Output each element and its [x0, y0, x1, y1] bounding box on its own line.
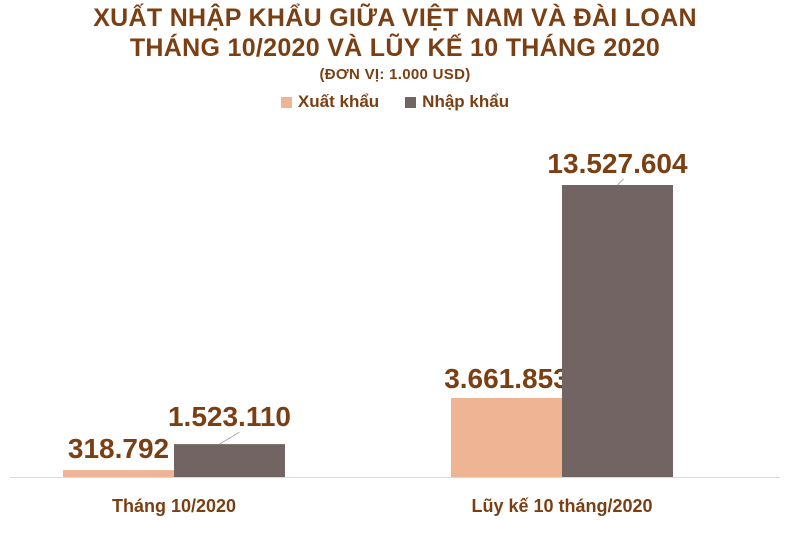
legend-label-export: Xuất khẩu: [297, 92, 380, 111]
data-label-export-0: 318.792: [68, 433, 169, 464]
data-label-import-1: 13.527.604: [547, 148, 688, 179]
category-label-1: Lũy kế 10 tháng/2020: [471, 496, 652, 516]
bar-export-0: [63, 470, 174, 477]
leader-line-import-0: [219, 431, 240, 445]
leader-line-import-1: [617, 178, 624, 186]
legend-item-export: Xuất khẩu: [280, 92, 380, 112]
bar-export-1: [451, 397, 562, 477]
category-label-0: Tháng 10/2020: [112, 496, 236, 516]
chart-title-line2: THÁNG 10/2020 VÀ LŨY KẾ 10 THÁNG 2020: [129, 34, 661, 62]
data-label-import-0: 1.523.110: [168, 401, 291, 432]
chart-subtitle: (ĐƠN VỊ: 1.000 USD): [319, 66, 471, 83]
legend-label-import: Nhập khẩu: [422, 92, 510, 111]
legend-swatch-import: [405, 96, 417, 108]
data-label-export-1: 3.661.853: [444, 363, 569, 394]
legend-item-import: Nhập khẩu: [405, 92, 509, 112]
bar-import-1: [562, 185, 673, 477]
chart-legend: Xuất khẩu Nhập khẩu: [0, 92, 790, 112]
chart-title-line1: XUẤT NHẬP KHẨU GIỮA VIỆT NAM VÀ ĐÀI LOAN: [93, 4, 697, 32]
legend-swatch-export: [280, 96, 292, 108]
bar-import-0: [174, 444, 285, 477]
